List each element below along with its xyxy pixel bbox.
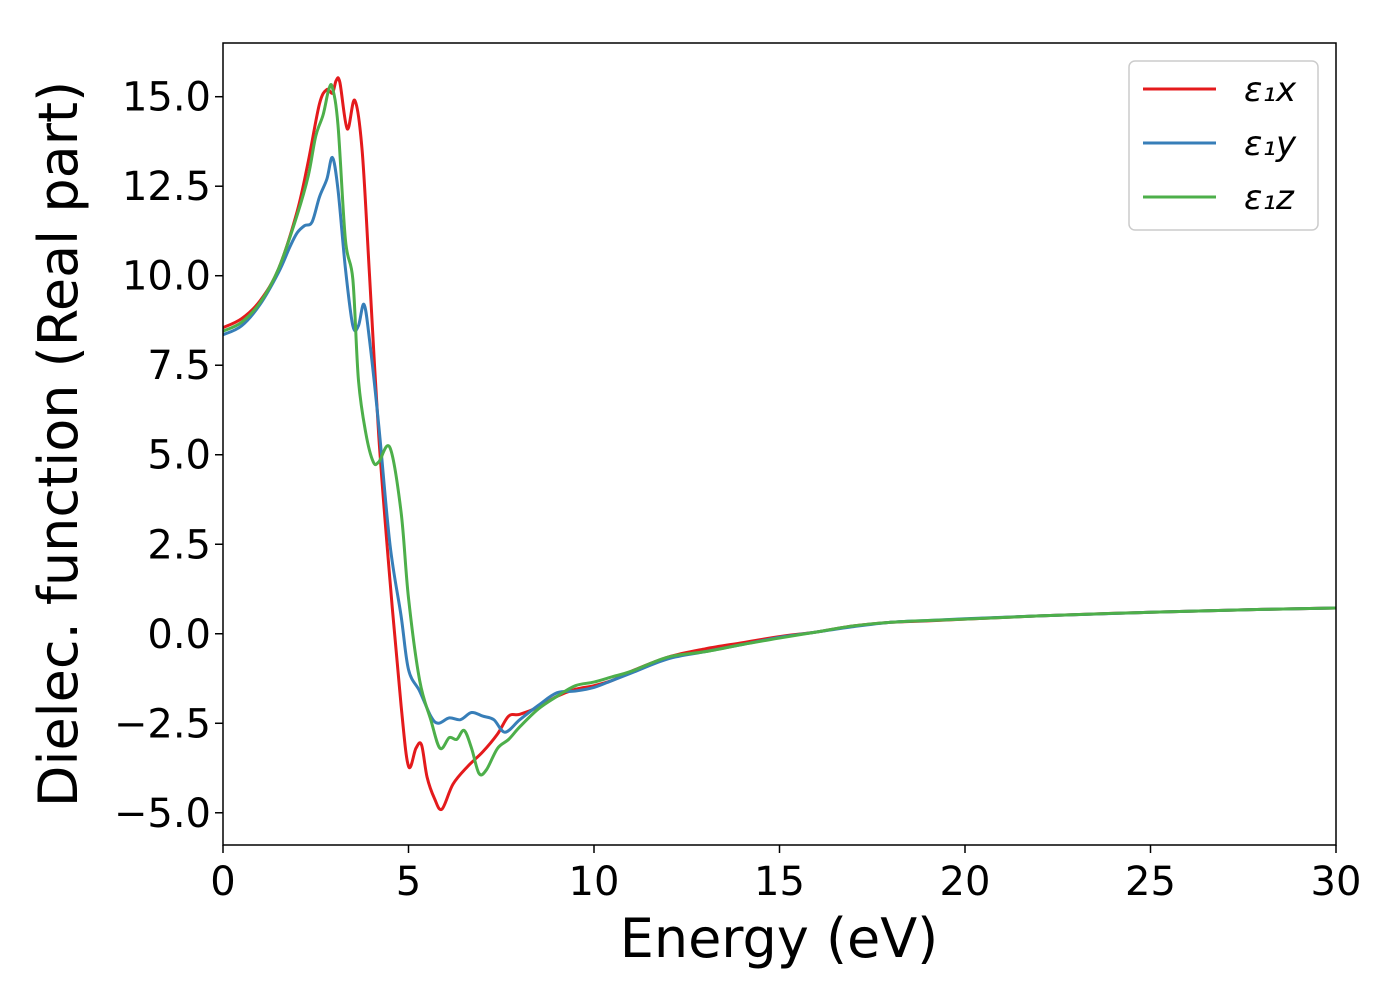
series-line-2	[223, 156, 1336, 734]
legend-label: ε₁z	[1244, 178, 1295, 218]
x-tick-label: 25	[1125, 859, 1176, 905]
x-tick-label: 20	[940, 859, 991, 905]
y-tick-label: 10.0	[122, 254, 211, 300]
x-tick-label: 0	[210, 859, 235, 905]
x-axis-label: Energy (eV)	[620, 907, 939, 970]
legend-entries: ε₁x ε₁y ε₁z	[1143, 70, 1297, 218]
y-tick-label: −2.5	[114, 701, 211, 747]
legend-label: ε₁x	[1244, 70, 1297, 110]
legend: ε₁x ε₁y ε₁z	[1128, 60, 1319, 231]
series-layer	[223, 76, 1336, 812]
y-tick-label: 5.0	[147, 433, 211, 479]
y-axis-ticks: −5.0 −2.5 0.0 2.5 5.0 7.5 10.0 12.5 15.0	[114, 75, 223, 837]
y-axis-label: Dielec. function (Real part)	[27, 81, 90, 807]
y-tick-label: 15.0	[122, 75, 211, 121]
y-tick-label: 2.5	[147, 522, 211, 568]
y-tick-label: 7.5	[147, 343, 211, 389]
x-tick-label: 5	[396, 859, 421, 905]
legend-box	[1128, 60, 1319, 231]
x-tick-label: 30	[1311, 859, 1362, 905]
y-tick-label: 12.5	[122, 164, 211, 210]
y-tick-label: 0.0	[147, 612, 211, 658]
x-tick-label: 15	[754, 859, 805, 905]
series-line-3	[223, 83, 1336, 777]
x-axis-ticks: 0 5 10 15 20 25 30	[210, 845, 1361, 905]
legend-label: ε₁y	[1244, 124, 1297, 164]
y-tick-label: −5.0	[114, 791, 211, 837]
x-tick-label: 10	[569, 859, 620, 905]
